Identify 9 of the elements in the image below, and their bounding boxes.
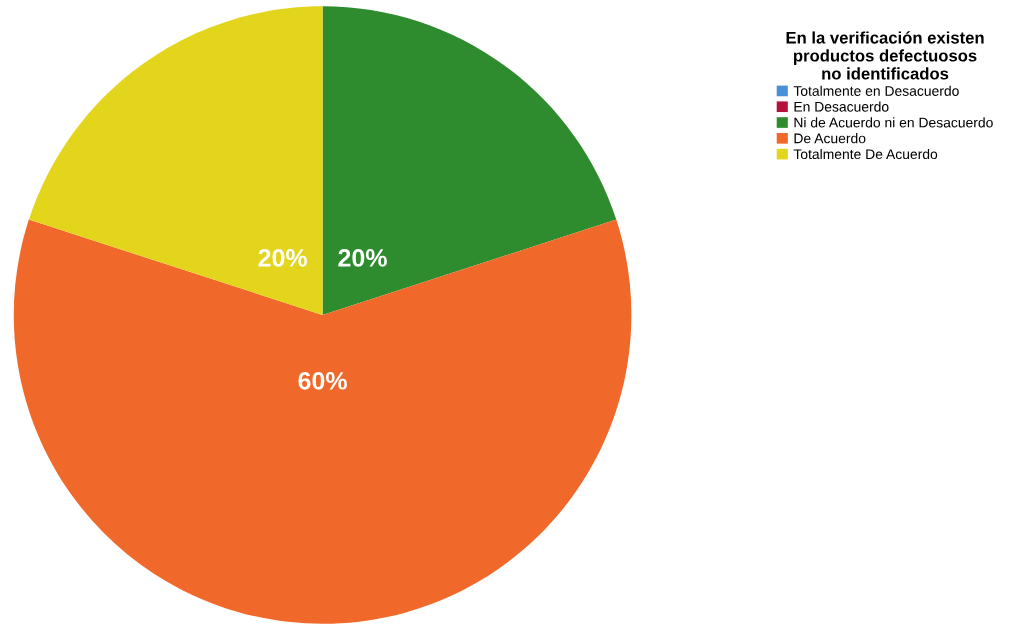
legend-label: De Acuerdo [794, 133, 866, 144]
legend-label: Ni de Acuerdo ni en Desacuerdo [794, 117, 993, 128]
legend-label: En Desacuerdo [794, 101, 889, 112]
data-label: 60% [298, 371, 347, 390]
data-label: 20% [338, 249, 387, 267]
legend-title: En la verificación existen productos defectuosos no identificados [786, 31, 984, 80]
legend-label: Totalmente De Acuerdo [793, 148, 938, 160]
data-label: 20% [258, 249, 308, 267]
legend-label: Totalmente en Desacuerdo [793, 85, 959, 96]
